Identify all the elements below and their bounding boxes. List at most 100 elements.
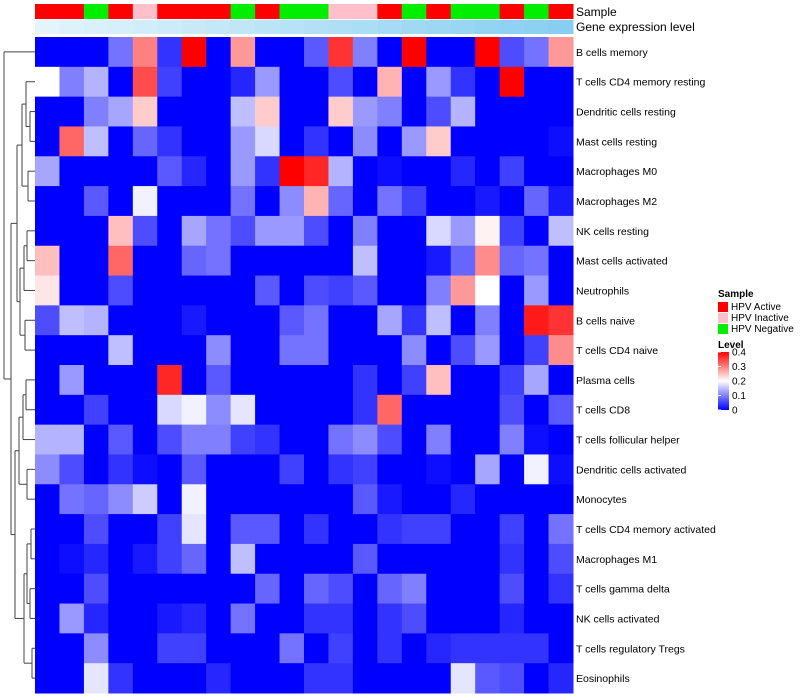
heatmap-cell [279, 156, 305, 187]
heatmap-cell [255, 394, 281, 426]
heatmap-cell [181, 96, 207, 127]
heatmap-cell [206, 245, 232, 277]
heatmap-cell [328, 66, 354, 98]
heatmap-cell [108, 126, 134, 157]
heatmap-cell [35, 603, 60, 634]
heatmap-cell [83, 335, 109, 366]
heatmap-cell [401, 96, 427, 127]
heatmap-cell [524, 603, 550, 634]
sample-annotation-cell [304, 4, 329, 19]
row-label: Macrophages M1 [576, 554, 657, 566]
heatmap-cell [108, 275, 134, 306]
heatmap-cell [206, 156, 232, 187]
heatmap-cell [377, 215, 403, 247]
heatmap-cell [83, 573, 109, 605]
heatmap-cell [304, 424, 329, 455]
heatmap-cell [230, 275, 256, 306]
heatmap-cell [279, 424, 305, 455]
heatmap-cell [426, 663, 452, 694]
heatmap-cell [230, 603, 256, 634]
heatmap-cell [328, 275, 354, 306]
sample-annotation-cell [524, 4, 550, 19]
heatmap-cell [255, 663, 281, 694]
heatmap-cell [450, 186, 476, 217]
heatmap-cell [59, 96, 85, 127]
annotation-labels: Sample Gene expression level [576, 5, 695, 34]
sample-annotation-cell [255, 4, 281, 19]
heatmap-cell [206, 633, 232, 664]
heatmap-cell [499, 514, 525, 545]
heatmap-cell [255, 543, 281, 575]
row-label: Macrophages M0 [576, 166, 657, 178]
heatmap-cell [132, 335, 158, 366]
heatmap-cell [59, 424, 85, 455]
heatmap-cell [132, 66, 158, 98]
heatmap-cell [35, 275, 60, 306]
heatmap-cell [157, 245, 183, 277]
heatmap-cell [157, 186, 183, 217]
heatmap-cell [83, 275, 109, 306]
heatmap-cell [426, 633, 452, 664]
row-label: Macrophages M2 [576, 196, 657, 208]
heatmap-cell [59, 156, 85, 187]
heatmap-cell [352, 633, 378, 664]
heatmap-cell [255, 633, 281, 664]
heatmap-cell [426, 66, 452, 98]
heatmap-cell [377, 335, 403, 366]
heatmap-cell [524, 96, 550, 127]
annotation-bars [35, 4, 574, 34]
heatmap-cell [328, 454, 354, 485]
heatmap-cell [255, 424, 281, 455]
heatmap-cell [59, 215, 85, 247]
heatmap-cell [377, 275, 403, 306]
heatmap-cell [230, 484, 256, 515]
heatmap-cell [206, 543, 232, 575]
heatmap-cell [108, 663, 134, 694]
heatmap-cell [450, 424, 476, 455]
heatmap-cell [328, 215, 354, 247]
heatmap-cell [59, 126, 85, 157]
heatmap-cell [475, 275, 501, 306]
heatmap-cell [524, 156, 550, 187]
heatmap-cell [475, 663, 501, 694]
heatmap-cell [401, 37, 427, 68]
heatmap-cell [181, 514, 207, 545]
heatmap-cell [83, 365, 109, 396]
heatmap-cell [426, 424, 452, 455]
sample-annotation-cell [230, 4, 256, 19]
heatmap-cell [548, 365, 574, 396]
heatmap-cell [401, 603, 427, 634]
heatmap-cell [255, 603, 281, 634]
heatmap-cell [255, 365, 281, 396]
heatmap-cell [352, 335, 378, 366]
row-label: B cells memory [576, 47, 649, 59]
heatmap-cell [255, 156, 281, 187]
heatmap-cell [352, 603, 378, 634]
heatmap-cell [475, 424, 501, 455]
heatmap-cell [377, 514, 403, 545]
heatmap-cell [35, 365, 60, 396]
heatmap-cell [108, 365, 134, 396]
heatmap-cell [157, 335, 183, 366]
heatmap-cell [548, 484, 574, 515]
sample-legend-swatch [718, 313, 728, 323]
heatmap-cell [157, 573, 183, 605]
sample-annotation-cell [450, 4, 476, 19]
heatmap-cell [181, 365, 207, 396]
heatmap-cell [181, 603, 207, 634]
heatmap-cell [230, 215, 256, 247]
heatmap-cell [304, 335, 329, 366]
heatmap-cell [279, 275, 305, 306]
heatmap-cell [499, 633, 525, 664]
sample-annotation-cell [548, 4, 574, 19]
heatmap-cell [59, 514, 85, 545]
heatmap-cell [181, 454, 207, 485]
heatmap-cell [377, 454, 403, 485]
heatmap-cell [377, 424, 403, 455]
heatmap-cell [352, 37, 378, 68]
sample-legend-label: HPV Negative [731, 324, 794, 335]
heatmap-cell [304, 275, 329, 306]
heatmap-cell [328, 603, 354, 634]
heatmap-cell [352, 305, 378, 336]
row-label: Dendritic cells resting [576, 107, 676, 119]
